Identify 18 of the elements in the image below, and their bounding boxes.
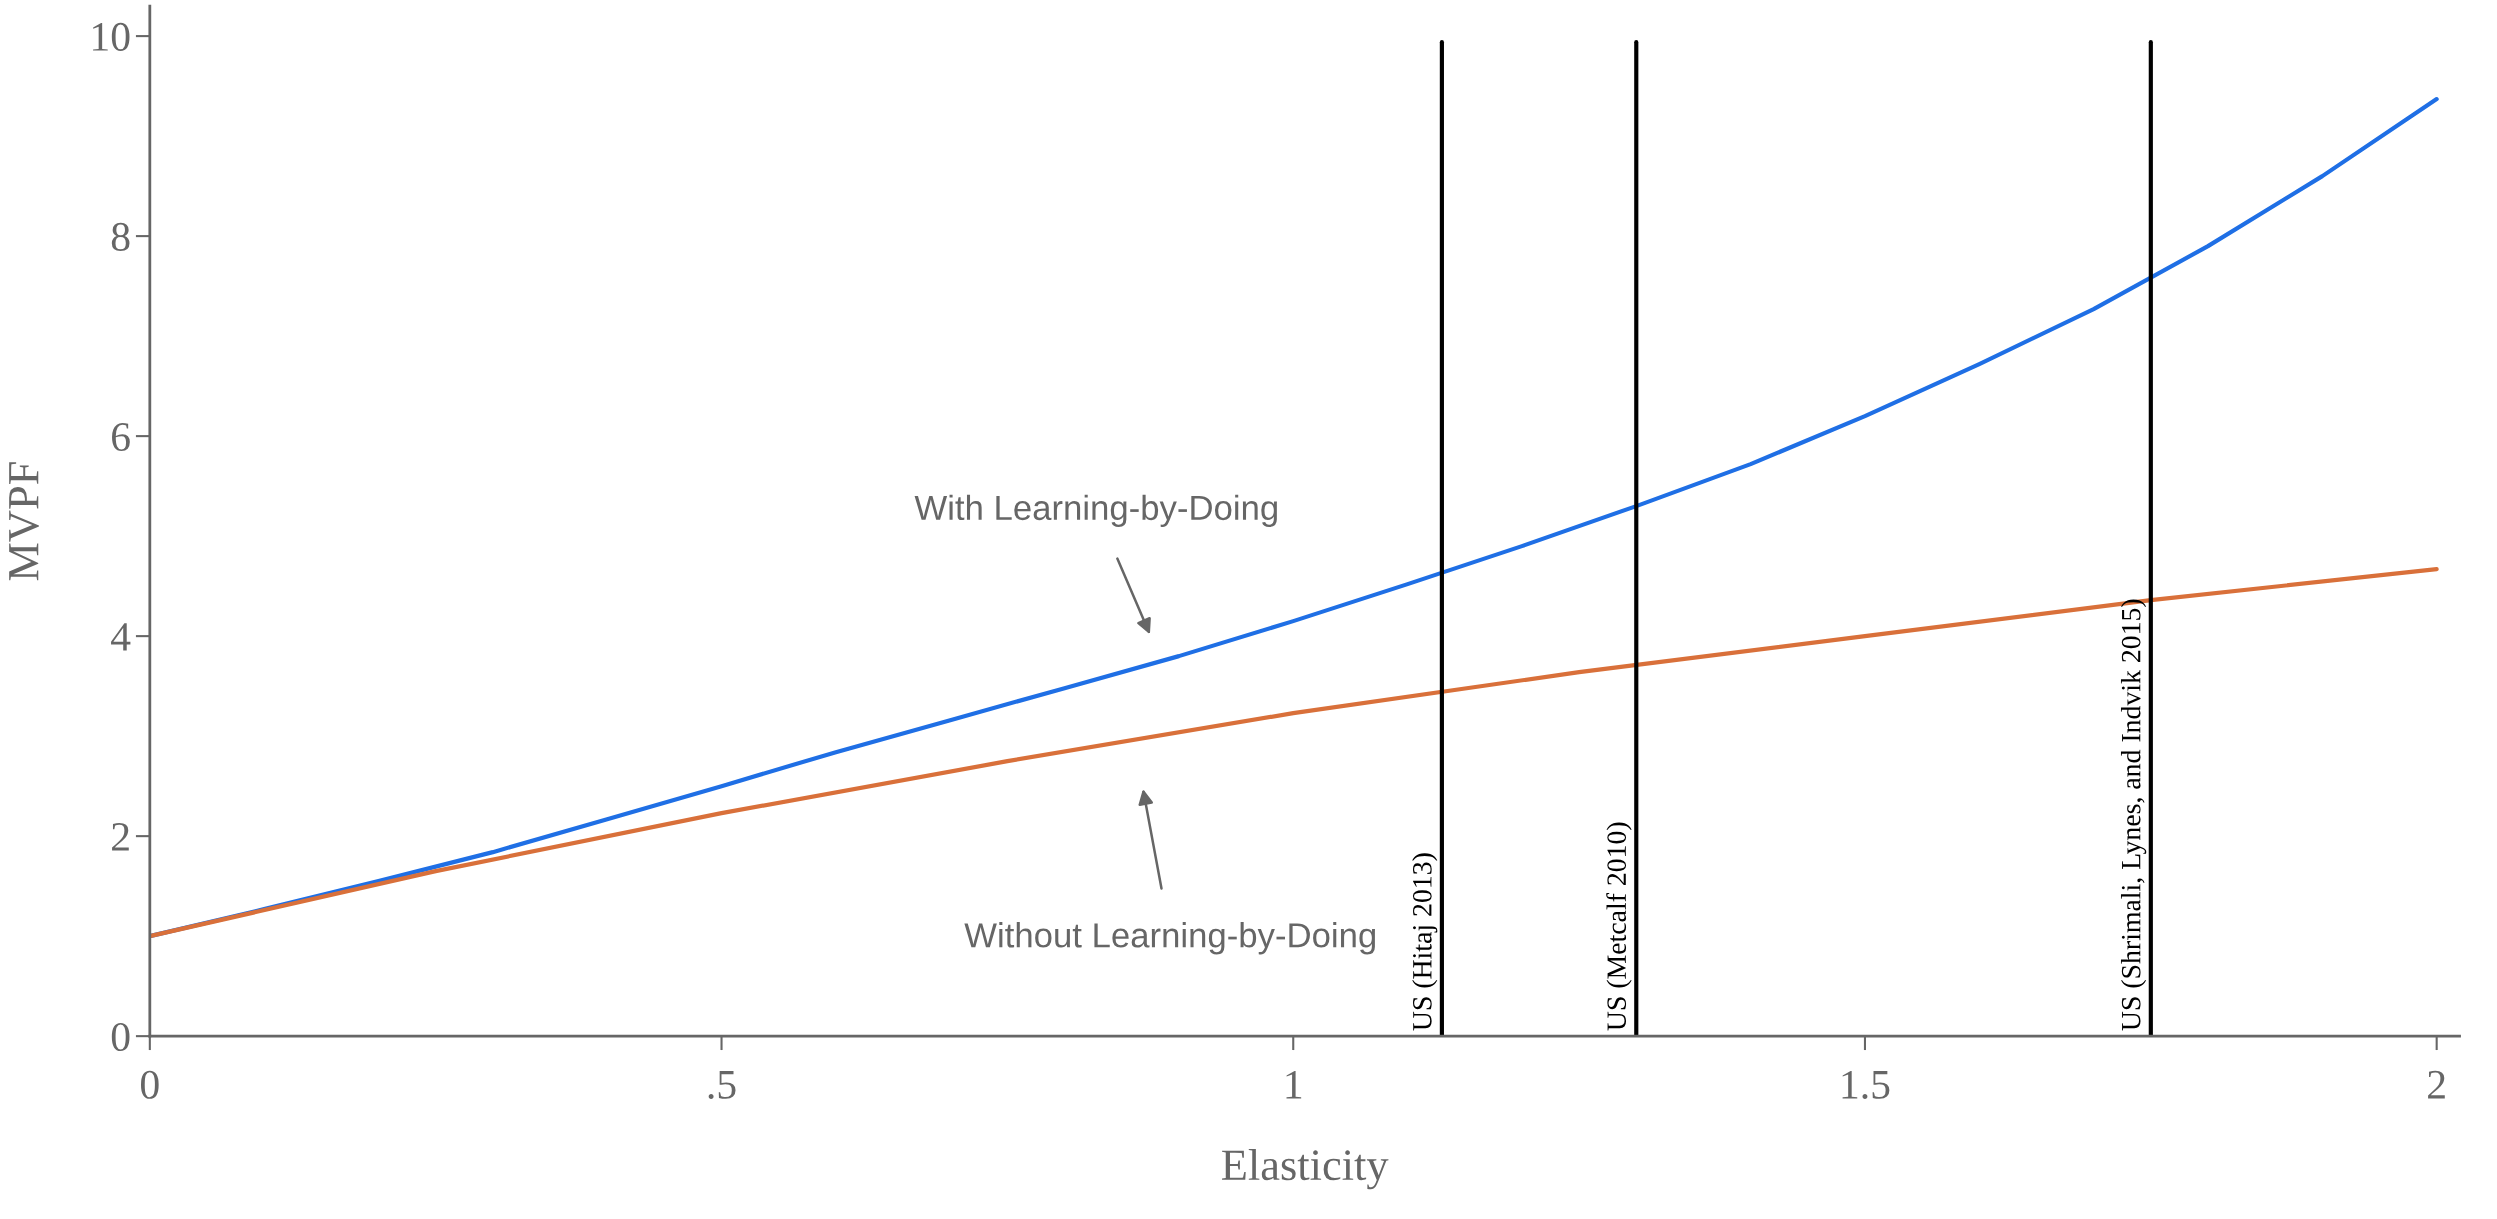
y-tick-label: 0: [111, 1022, 130, 1052]
x-axis-title: Elasticity: [1222, 1148, 1389, 1190]
x-tick-label: 1.5: [1842, 1070, 1890, 1099]
ref-line-label: US (Hitaj 2013): [1412, 853, 1438, 1031]
x-tick-label: 1: [1286, 1070, 1302, 1099]
annotation: Without Learning-by-Doing: [964, 922, 1376, 955]
ref-line-label: US (Metcalf 2010): [1606, 822, 1632, 1031]
y-tick-label: 6: [112, 422, 130, 451]
x-tick-label: 2: [2428, 1070, 2445, 1099]
y-tick-label: 2: [112, 823, 129, 851]
y-tick-label: 4: [111, 623, 131, 651]
x-tick-label: 0: [140, 1070, 159, 1099]
y-tick-label: 10: [93, 22, 130, 51]
ref-line-label: US (Shrimali, Lynes, and Indvik 2015): [2120, 599, 2147, 1031]
y-tick-label: 8: [111, 222, 130, 251]
annotation: With Learning-by-Doing: [914, 494, 1277, 528]
x-tick-label: .5: [708, 1071, 736, 1099]
y-axis-title: MVPF: [9, 462, 39, 581]
